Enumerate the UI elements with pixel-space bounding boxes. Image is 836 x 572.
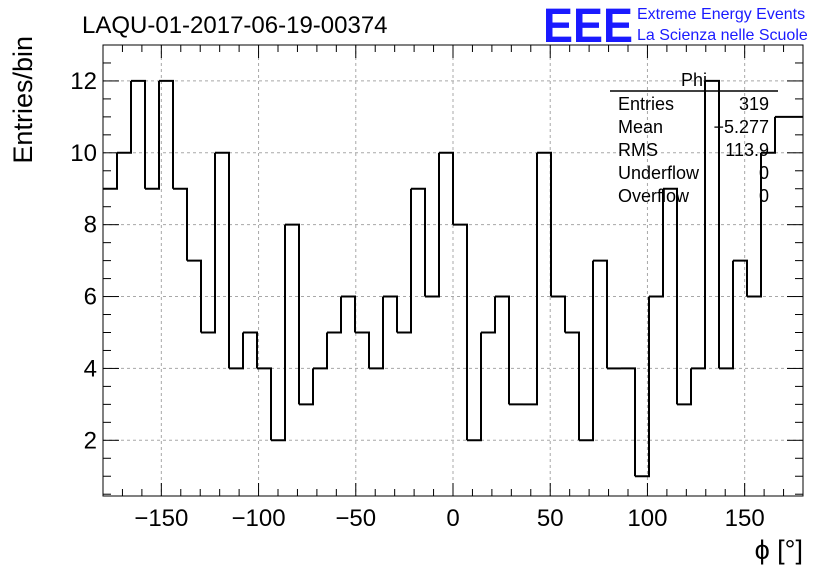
y-axis-label: Entries/bin [8, 36, 38, 164]
stats-value-mean: −5.277 [713, 117, 769, 137]
histogram-bin-27 [481, 296, 496, 334]
stats-label-rms: RMS [618, 140, 658, 160]
histogram-bin-34 [579, 260, 594, 442]
histogram-bin-30 [523, 152, 538, 406]
histogram-bin-42 [691, 80, 706, 370]
histogram-bin-46 [747, 152, 762, 298]
y-tick-label-4: 10 [70, 140, 97, 167]
x-tick-label-0: −150 [134, 505, 188, 532]
chart-title: LAQU-01-2017-06-19-00374 [82, 12, 388, 39]
y-tick-label-0: 2 [84, 427, 97, 454]
stats-value-entries: 319 [739, 94, 769, 114]
histogram-bin-38 [635, 296, 650, 478]
stats-value-overflow: 0 [759, 186, 769, 206]
histogram-bin-44 [719, 260, 734, 370]
histogram-bin-40 [663, 187, 678, 405]
logo-line-2: La Scienza nelle Scuole [637, 27, 808, 44]
histogram-bin-9 [229, 332, 244, 370]
y-tick-label-2: 6 [84, 284, 97, 311]
histogram-bin-39 [649, 188, 664, 298]
stats-label-entries: Entries [618, 94, 674, 114]
histogram-bin-45 [733, 259, 748, 297]
histogram-bin-43 [705, 79, 720, 369]
x-tick-label-4: 50 [537, 505, 564, 532]
x-axis-label: ϕ [°] [755, 535, 803, 565]
stats-label-overflow: Overflow [618, 186, 690, 206]
histogram-bin-20 [383, 295, 398, 333]
histogram-bin-15 [313, 332, 328, 370]
x-tick-label-5: 100 [627, 505, 667, 532]
stats-box: Phi Entries 319 Mean −5.277 RMS 113.9 Un… [610, 70, 778, 206]
histogram-bin-24 [439, 151, 454, 225]
histogram-bin-19 [369, 296, 384, 370]
histogram-bin-21 [397, 188, 412, 334]
histogram-bin-5 [173, 187, 188, 261]
x-tick-label-1: −100 [232, 505, 286, 532]
histogram-bin-7 [201, 152, 216, 334]
histogram-bin-2 [131, 79, 146, 189]
histogram-bin-3 [145, 80, 160, 190]
histogram-bin-11 [257, 367, 272, 441]
stats-name: Phi [681, 70, 707, 90]
histogram-bin-6 [187, 259, 202, 333]
histogram-bin-1 [117, 80, 132, 154]
histogram-bin-47 [761, 116, 776, 154]
histogram-bin-8 [215, 151, 230, 369]
logo-line-1: Extreme Energy Events [637, 6, 805, 23]
eee-logo: EEE Extreme Energy Events La Scienza nel… [543, 0, 808, 53]
y-tick-label-3: 8 [84, 212, 97, 239]
grid-lines [103, 45, 803, 496]
stats-value-underflow: 0 [759, 163, 769, 183]
tick-labels: −150 −100 −50 0 50 100 150 2 4 6 8 10 12 [70, 68, 764, 532]
histogram-bin-37 [621, 367, 636, 477]
stats-label-mean: Mean [618, 117, 663, 137]
y-tick-label-5: 12 [70, 68, 97, 95]
stats-label-underflow: Underflow [618, 163, 700, 183]
x-tick-label-6: 150 [725, 505, 765, 532]
histogram-bin-23 [425, 152, 440, 298]
histogram-bin-26 [467, 332, 482, 442]
histogram-bin-31 [537, 151, 552, 297]
histogram-bin-13 [285, 223, 300, 405]
histogram-bin-22 [411, 187, 426, 297]
histogram-bin-35 [593, 259, 608, 369]
histogram-bin-17 [341, 295, 356, 333]
histogram-bin-33 [565, 331, 580, 441]
histogram-bin-4 [159, 79, 174, 189]
histogram-bin-28 [495, 295, 510, 405]
histogram-bin-32 [551, 295, 566, 333]
x-tick-label-2: −50 [335, 505, 376, 532]
histogram-series [103, 79, 803, 478]
x-tick-label-3: 0 [446, 505, 459, 532]
histogram-bin-25 [453, 223, 468, 441]
histogram-bin-16 [327, 296, 342, 334]
logo-mark: EEE [543, 0, 633, 53]
histogram-bin-41 [677, 368, 692, 406]
histogram-bin-10 [243, 331, 258, 369]
histogram-bin-18 [355, 331, 370, 369]
stats-value-rms: 113.9 [725, 140, 769, 160]
histogram-bin-12 [271, 224, 286, 442]
tick-marks [102, 44, 804, 496]
histogram-bin-14 [299, 368, 314, 406]
y-tick-label-1: 4 [84, 355, 97, 382]
